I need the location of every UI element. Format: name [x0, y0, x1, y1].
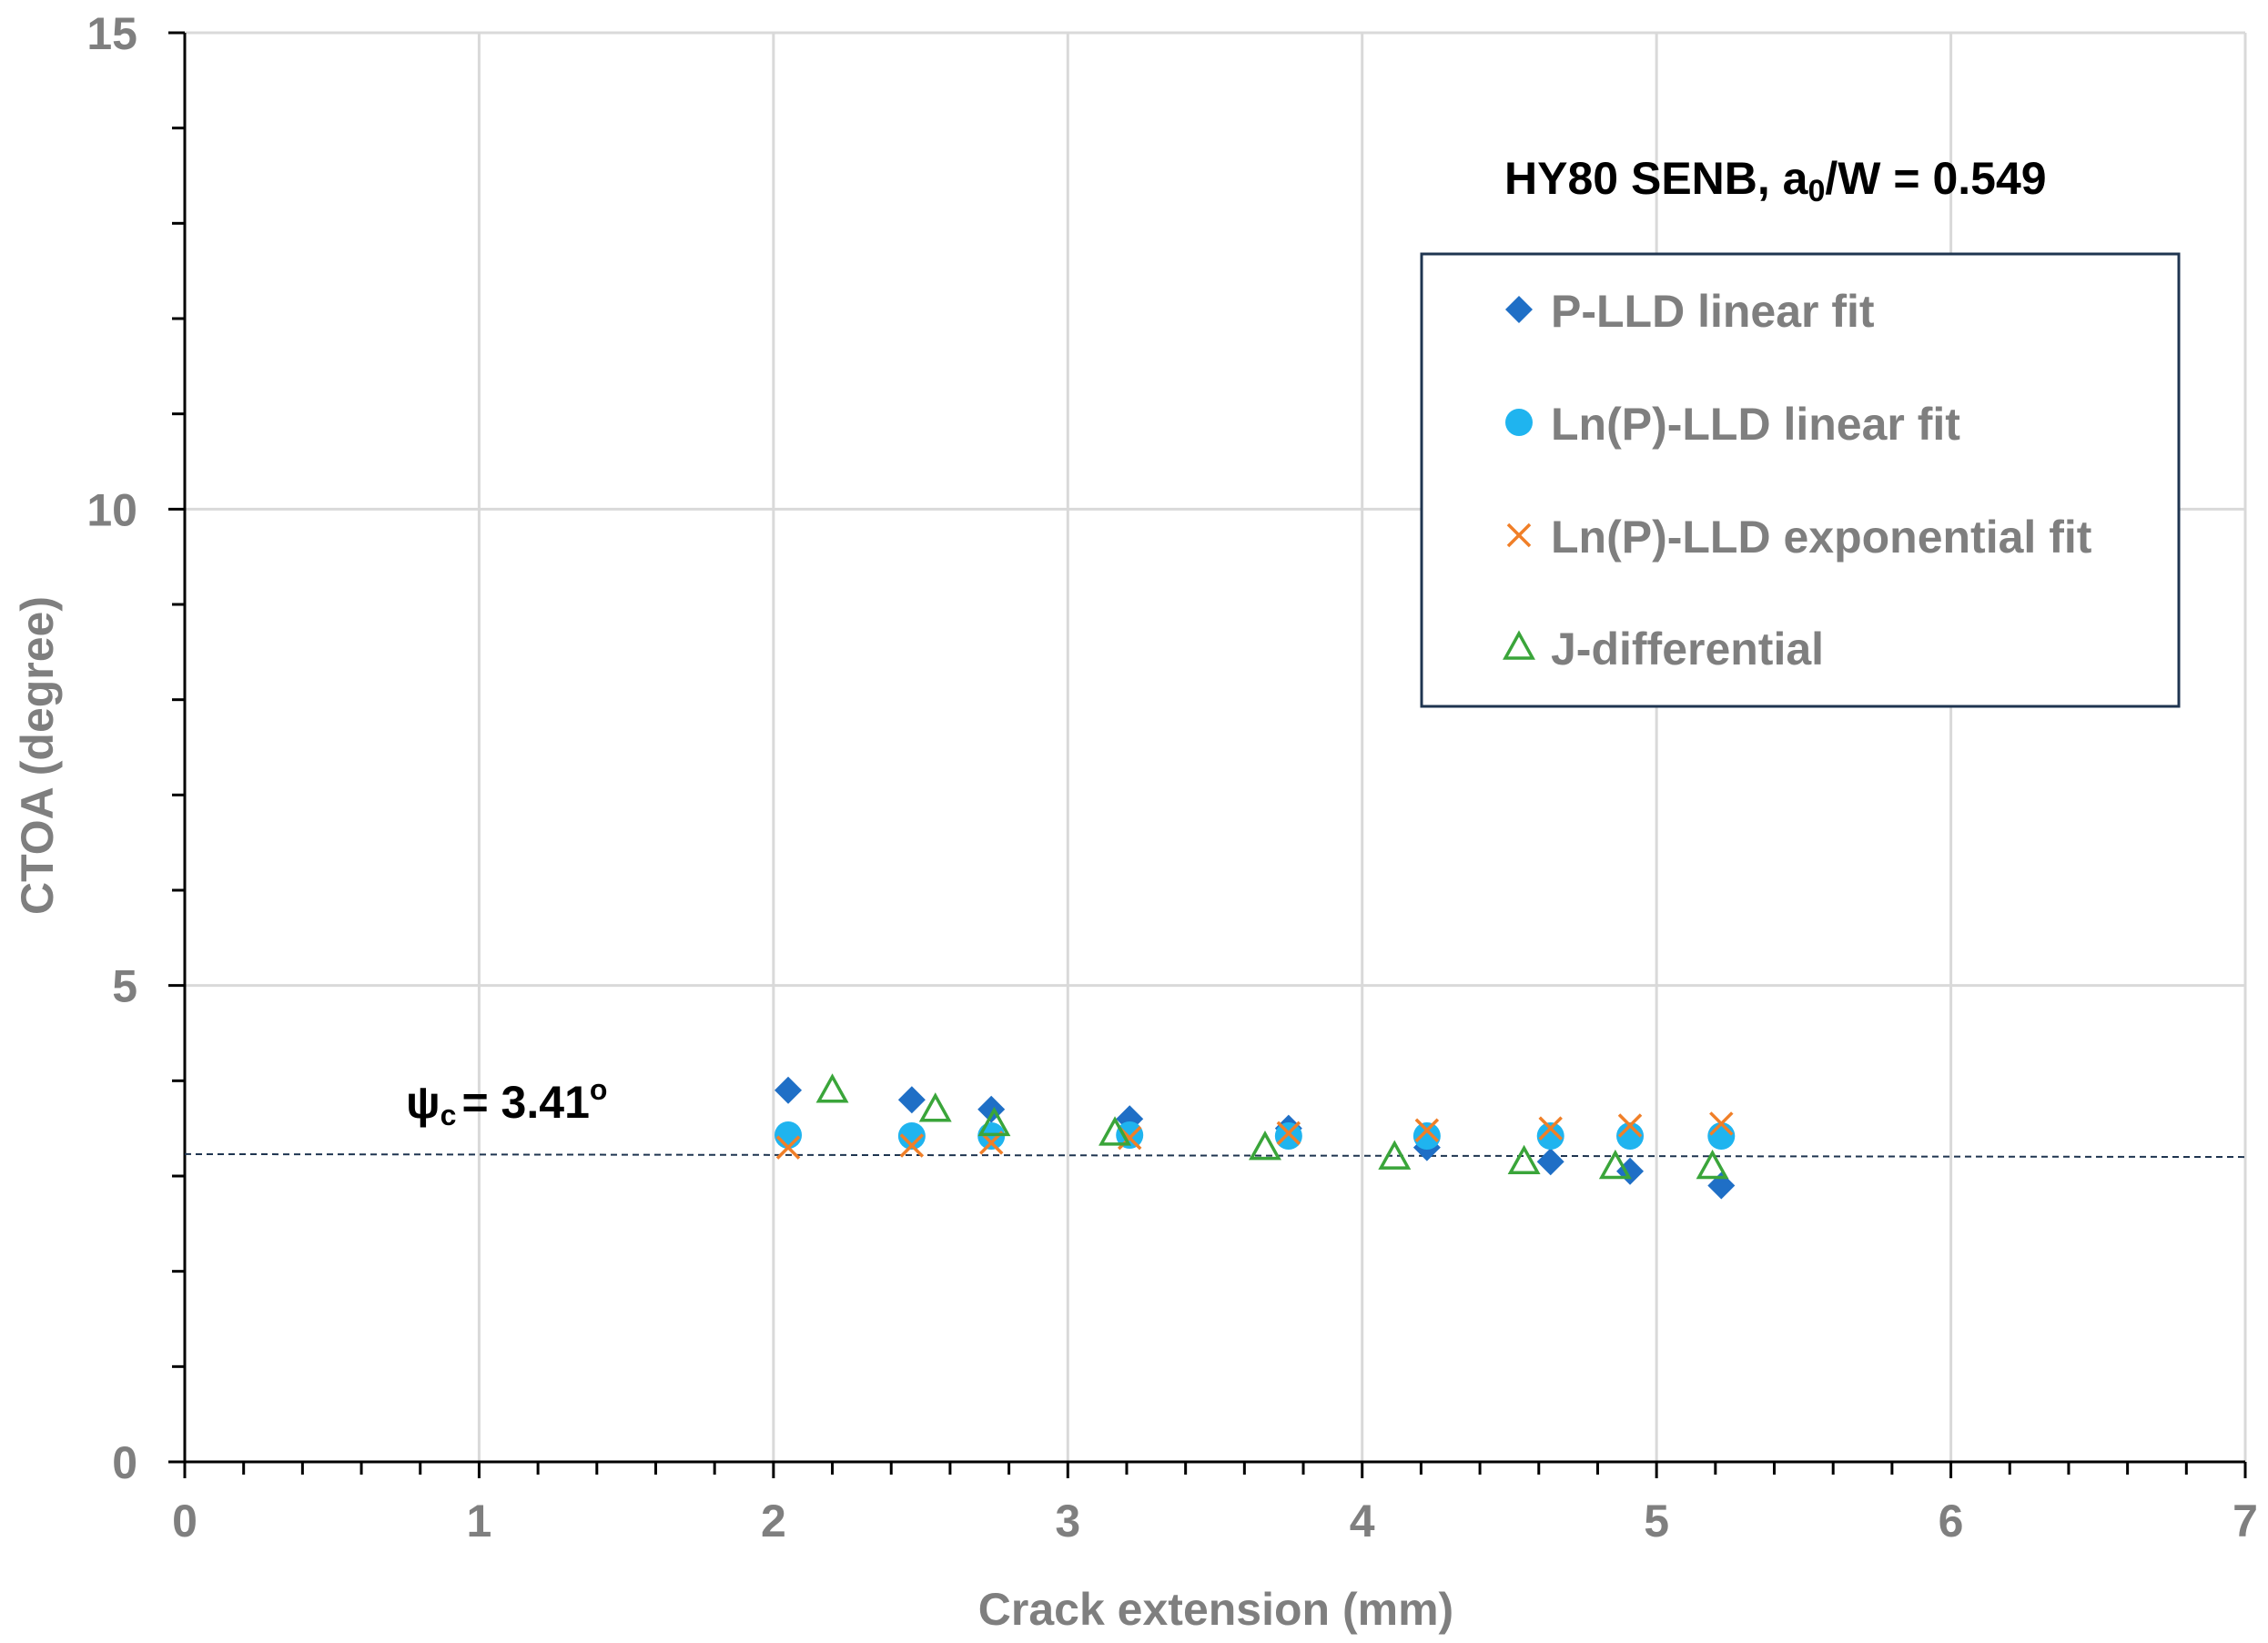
data-point-circle: [1616, 1122, 1645, 1151]
psi-value: = 3.41: [461, 1077, 589, 1128]
x-tick-label: 6: [1939, 1496, 1964, 1547]
data-point-circle: [897, 1122, 926, 1151]
psi-symbol: ψ: [406, 1077, 440, 1128]
data-point-circle: [1274, 1122, 1302, 1151]
data-point-triangle-open: [1598, 1149, 1632, 1180]
specimen-annotation: HY80 SENB, a0/W = 0.549: [1504, 153, 2047, 208]
y-tick-label: 0: [112, 1437, 137, 1488]
x-tick-label: 0: [172, 1496, 197, 1547]
x-tick-label: 3: [1055, 1496, 1080, 1547]
data-point-circle: [1412, 1122, 1441, 1151]
annotation-subscript: 0: [1807, 174, 1825, 208]
x-tick-label: 2: [761, 1496, 786, 1547]
data-point-circle: [1116, 1121, 1144, 1149]
series-triangle-open: [815, 1073, 1729, 1180]
data-point-triangle-open: [918, 1092, 952, 1122]
data-point-triangle-open: [815, 1073, 849, 1103]
data-point-circle: [1707, 1122, 1736, 1151]
x-marker-stroke: [775, 1135, 801, 1160]
reference-line: [184, 1152, 2246, 1159]
data-point-triangle-open: [1507, 1144, 1541, 1175]
data-point-x: [1538, 1116, 1563, 1141]
data-point-triangle-open: [1249, 1130, 1281, 1161]
legend-marker-x: [1506, 522, 1532, 548]
data-point-x: [1276, 1121, 1301, 1146]
legend-marker-diamond: [1505, 296, 1533, 323]
x-tick-label: 5: [1644, 1496, 1669, 1547]
data-point-triangle-open: [1696, 1149, 1729, 1180]
legend-label: Ln(P)-LLD exponential fit: [1551, 512, 2092, 563]
x-marker-stroke: [1414, 1118, 1440, 1142]
data-point-triangle-open: [1099, 1116, 1132, 1146]
legend-marker-triangle-open: [1503, 630, 1535, 660]
reference-line-label: ψc = 3.41o: [406, 1073, 607, 1131]
axes: [183, 33, 2245, 1464]
degree-symbol: o: [590, 1073, 608, 1106]
data-point-diamond: [1536, 1148, 1564, 1176]
data-point-diamond: [897, 1086, 926, 1114]
data-points: [775, 1073, 1736, 1200]
reference-line-group: [184, 1152, 2246, 1159]
annotation-prefix: HY80 SENB, a: [1504, 153, 1809, 204]
data-point-circle: [775, 1121, 803, 1149]
data-point-x: [899, 1133, 925, 1158]
legend-label: P-LLD linear fit: [1551, 286, 1875, 337]
annotation-suffix: /W = 0.549: [1825, 153, 2046, 204]
x-marker-stroke: [899, 1133, 925, 1158]
data-point-x: [775, 1135, 801, 1160]
series-x: [775, 1111, 1734, 1160]
data-point-x: [1617, 1113, 1643, 1138]
legend-label: Ln(P)-LLD linear fit: [1551, 399, 1960, 450]
data-point-diamond: [775, 1076, 803, 1104]
y-axis-title: CTOA (degree): [12, 596, 63, 915]
x-marker-stroke: [1538, 1116, 1563, 1141]
x-tick-label: 7: [2233, 1496, 2258, 1547]
x-marker-stroke: [1709, 1111, 1734, 1136]
tick-marks: [168, 31, 2247, 1478]
data-point-x: [1414, 1118, 1440, 1142]
psi-subscript: c: [440, 1099, 457, 1131]
legend-marker-circle: [1505, 409, 1533, 436]
y-tick-label: 5: [112, 961, 137, 1012]
legend-box: [1420, 252, 2181, 708]
data-point-triangle-open: [977, 1106, 1011, 1137]
tick-labels: 0 1 2 3 4 5 6 7 0 5 10 15: [86, 8, 2258, 1547]
y-tick-label: 15: [86, 8, 137, 59]
x-marker-stroke: [1506, 522, 1532, 548]
data-point-x: [1709, 1111, 1734, 1136]
x-marker-stroke: [1617, 1113, 1643, 1138]
x-axis-title: Crack extension (mm): [978, 1584, 1453, 1635]
legend-label: J-differential: [1551, 624, 1824, 674]
data-point-triangle-open: [1378, 1140, 1412, 1170]
y-tick-label: 10: [86, 484, 137, 535]
legend: P-LLD linear fit Ln(P)-LLD linear fit Ln(P…: [1420, 252, 2181, 708]
data-point-circle: [1536, 1122, 1564, 1151]
x-tick-label: 4: [1350, 1496, 1375, 1547]
x-marker-stroke: [1276, 1121, 1301, 1146]
x-tick-label: 1: [467, 1496, 492, 1547]
